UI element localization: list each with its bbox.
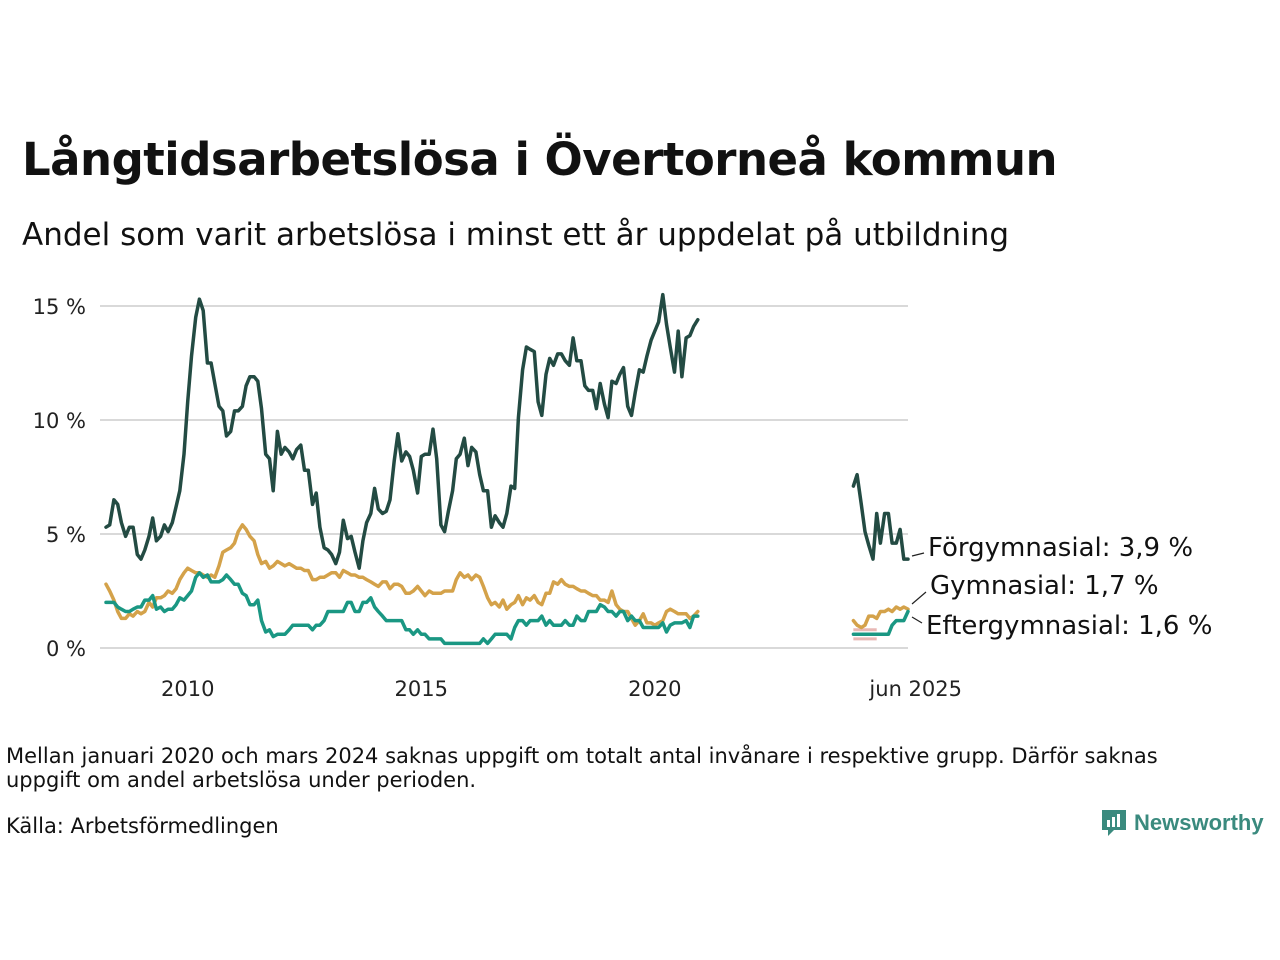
x-axis-labels: 2010 2015 2020 jun 2025 [161,677,962,701]
y-axis-labels: 0 % 5 % 10 % 15 % [33,295,86,661]
line-chart: 0 % 5 % 10 % 15 % 2010 2015 2020 jun 2025 Förg… [33,292,1212,701]
x-tick-label: 2020 [628,677,681,701]
source-text: Källa: Arbetsförmedlingen [6,814,279,838]
label-leader-line [911,616,923,624]
series-lines [104,292,910,646]
x-tick-label: 2010 [161,677,214,701]
label-leader-line [911,552,925,557]
logo-text: Newsworthy [1134,810,1264,835]
label-leader-line [911,591,927,605]
y-tick-label: 10 % [33,409,86,433]
chart-title: Långtidsarbetslösa i Övertorneå kommun [22,133,1058,186]
y-tick-label: 0 % [46,637,86,661]
series-end-labels: Förgymnasial: 3,9 % Gymnasial: 1,7 % Efter… [911,533,1212,641]
newsworthy-logo-icon [1102,810,1126,836]
chart-subtitle: Andel som varit arbetslösa i minst ett å… [22,217,1010,253]
x-tick-label: 2015 [395,677,448,701]
y-tick-label: 5 % [46,523,86,547]
footnote: Mellan januari 2020 och mars 2024 saknas… [6,744,1158,792]
series-line-eftergymnasial [104,571,700,646]
newsworthy-logo: Newsworthy [1100,808,1264,838]
series-line-förgymnasial [851,472,910,561]
series-end-label: Eftergymnasial: 1,6 % [926,611,1212,641]
series-line-gymnasial [851,605,910,630]
series-line-eftergymnasial [851,609,910,637]
grid-lines [100,305,908,649]
gap-markers [853,628,877,641]
y-tick-label: 15 % [33,295,86,319]
series-end-label: Gymnasial: 1,7 % [930,571,1159,601]
series-line-förgymnasial [104,292,700,570]
x-tick-label: jun 2025 [868,677,962,701]
series-end-label: Förgymnasial: 3,9 % [928,533,1193,563]
